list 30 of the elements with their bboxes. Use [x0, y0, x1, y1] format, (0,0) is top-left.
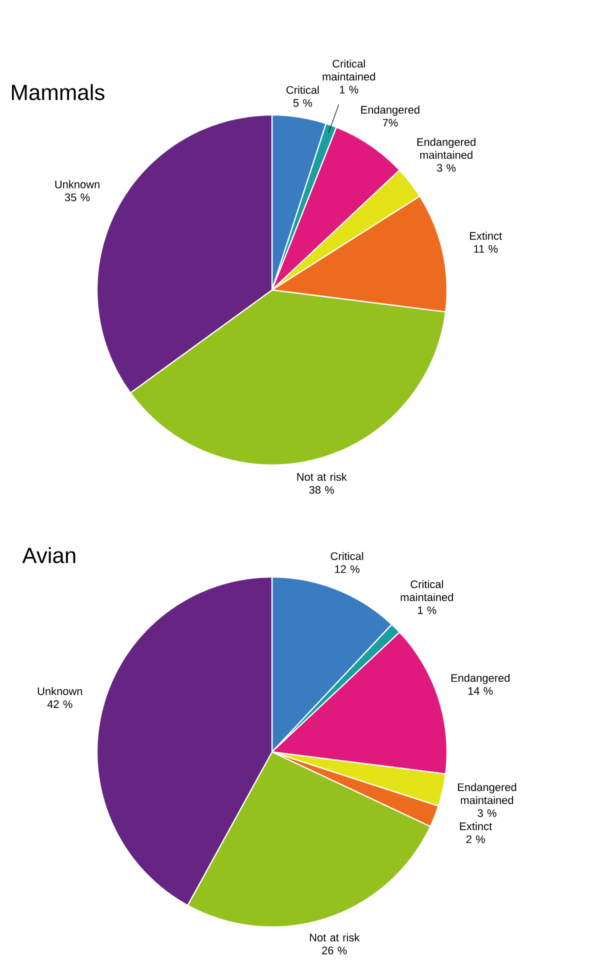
data-label: 12 %: [335, 565, 360, 573]
text: Mammals: [12, 84, 104, 100]
slice-label: Extinct: [460, 822, 492, 830]
slice-label: Critical maintained: [322, 60, 375, 81]
slice-label: Endangered maintained: [458, 783, 516, 804]
slice-label: Critical: [330, 552, 364, 560]
data-label: 7%: [382, 118, 398, 127]
slice-label: Extinct: [470, 232, 502, 240]
chart-title: Avian: [22, 547, 76, 564]
slice-label: Unknown: [38, 687, 82, 696]
slice-label: Endangered: [451, 674, 510, 684]
slice-label: Critical: [286, 86, 319, 94]
slice-label: Not at risk: [297, 472, 347, 481]
slice-label: Endangered maintained: [417, 138, 476, 159]
data-label: 38 %: [309, 486, 334, 494]
data-label: 14 %: [468, 687, 493, 695]
slice-label: Critical maintained: [400, 580, 454, 602]
data-label: 2 %: [466, 835, 485, 844]
data-label: 26 %: [322, 946, 347, 954]
data-label: 35 %: [64, 194, 90, 202]
data-label: 1 %: [340, 86, 358, 94]
slice-label: Endangered: [361, 106, 420, 116]
data-label: 11 %: [474, 245, 498, 253]
data-label: 5 %: [293, 99, 312, 107]
data-label: 3 %: [436, 164, 456, 172]
data-label: 1 %: [418, 606, 436, 614]
slice-label: Unknown: [55, 180, 100, 188]
data-label: 42 %: [47, 700, 72, 708]
slice-label: Not at risk: [310, 933, 360, 942]
data-label: 3 %: [478, 809, 496, 818]
